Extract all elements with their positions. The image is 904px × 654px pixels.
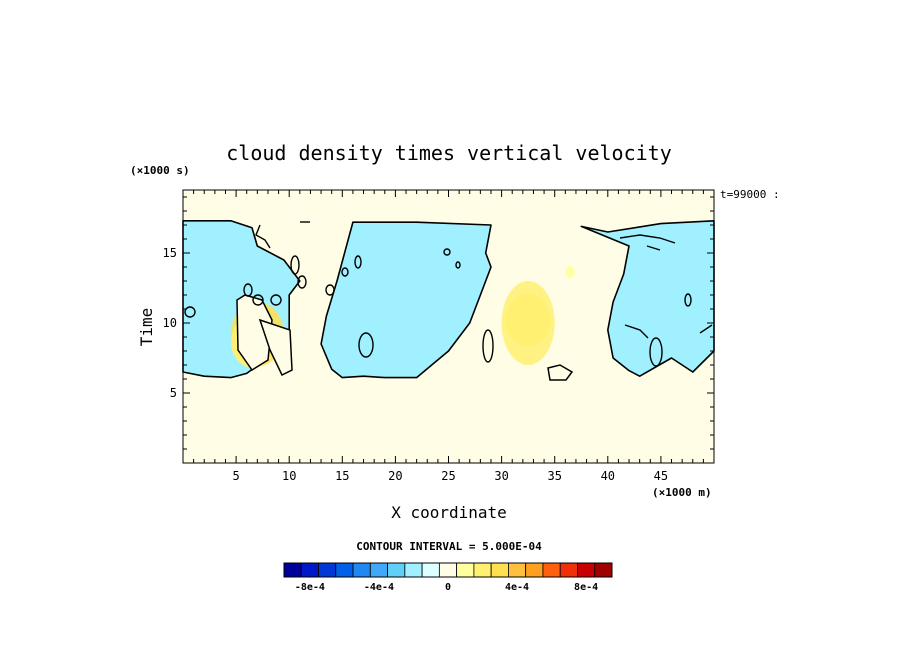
colorbar-swatch (421, 562, 440, 578)
colorbar: -8e-4 -4e-4 0 4e-4 8e-4 (283, 562, 613, 593)
time-stamp-label: t=99000 : (720, 188, 780, 201)
colorbar-frame (283, 562, 613, 578)
x-tick-label: 10 (282, 469, 296, 483)
x-tick-label: 25 (441, 469, 455, 483)
contour-island (341, 267, 349, 277)
axis-ticks: 5 10 15 20 25 30 35 40 45 5 10 15 (163, 190, 714, 483)
colorbar-swatch (473, 562, 492, 578)
contour-shade (338, 282, 366, 302)
colorbar-swatch (542, 562, 561, 578)
x-units-label: (×1000 m) (652, 486, 712, 499)
colorbar-swatch (438, 562, 458, 578)
contour-island (684, 293, 692, 307)
colorbar-swatch (490, 562, 509, 578)
contour-shade (648, 290, 676, 310)
colorbar-swatch (577, 562, 596, 578)
colorbar-swatch (335, 562, 354, 578)
contour-island (482, 329, 494, 363)
colorbar-tick-label: -8e-4 (295, 582, 325, 593)
contour-details (184, 221, 713, 381)
plot-area: 5 10 15 20 25 30 35 40 45 5 10 15 (163, 189, 715, 483)
contour-shade (506, 294, 550, 346)
x-axis-title: X coordinate (391, 503, 507, 522)
contour-line (699, 324, 713, 334)
contour-island (252, 294, 264, 306)
contour-island (455, 261, 461, 269)
colorbar-tick-label: 8e-4 (574, 582, 598, 593)
x-tick-label: 15 (335, 469, 349, 483)
contour-line (624, 324, 649, 339)
contour-island (243, 283, 253, 297)
contour-island (297, 275, 307, 289)
cyan-region-right (580, 220, 715, 378)
colorbar-tick-label: 4e-4 (505, 582, 529, 593)
contour-island (270, 294, 282, 306)
chart-title: cloud density times vertical velocity (226, 141, 672, 165)
contour-shade (619, 331, 647, 363)
colorbar-swatch (300, 562, 319, 578)
colorbar-tick-label: -4e-4 (364, 582, 394, 593)
contour-island (649, 337, 663, 367)
colorbar-swatch (318, 562, 337, 578)
contour-line (646, 245, 661, 251)
colorbar-swatch (369, 562, 388, 578)
x-tick-label: 35 (547, 469, 561, 483)
contour-line (255, 224, 271, 249)
contour-island (258, 318, 293, 377)
colorbar-swatch (525, 562, 544, 578)
y-units-label: (×1000 s) (130, 164, 190, 177)
colorbar-swatch (387, 562, 406, 578)
x-tick-label: 30 (494, 469, 508, 483)
y-axis-title: Time (137, 308, 156, 347)
colorbar-swatch (283, 562, 302, 578)
colorbar-swatch (594, 562, 613, 578)
colorbar-swatch (456, 562, 475, 578)
contour-shade (393, 343, 417, 357)
contour-island (325, 284, 335, 296)
colorbar-swatch (352, 562, 371, 578)
contour-line (619, 234, 676, 244)
x-tick-label: 40 (601, 469, 615, 483)
x-tick-label: 5 (232, 469, 239, 483)
colorbar-tick-label: 0 (445, 582, 451, 593)
x-tick-label: 20 (388, 469, 402, 483)
contour-island (290, 255, 300, 275)
colorbar-swatch (559, 562, 578, 578)
contour-island (354, 255, 362, 269)
y-tick-label: 10 (163, 316, 177, 330)
colorbar-swatch (404, 562, 423, 578)
contour-island (547, 364, 574, 381)
contour-shade (565, 266, 575, 278)
contour-shade (336, 331, 384, 359)
contour-interval-label: CONTOUR INTERVAL = 5.000E-04 (356, 540, 542, 553)
x-tick-label: 45 (654, 469, 668, 483)
colorbar-swatch (508, 562, 527, 578)
y-tick-label: 5 (170, 386, 177, 400)
y-tick-label: 15 (163, 246, 177, 260)
contour-island (184, 306, 196, 318)
contour-island (443, 248, 451, 256)
contour-island (358, 332, 374, 358)
